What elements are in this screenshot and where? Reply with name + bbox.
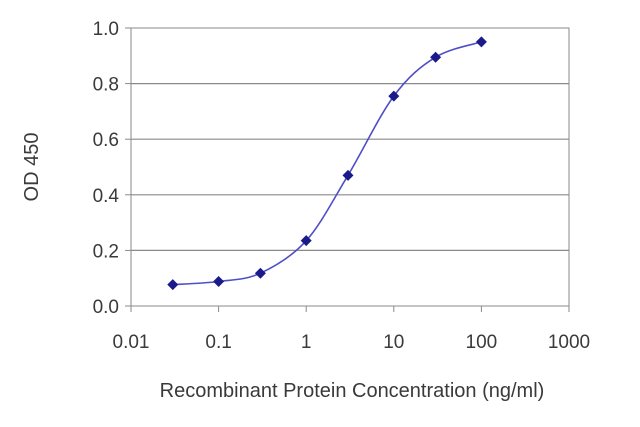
data-point-marker [300, 235, 312, 247]
x-axis-ticks: 0.01 0.1 1 10 100 1000 [113, 306, 590, 353]
x-axis-label: Recombinant Protein Concentration (ng/ml… [160, 380, 545, 402]
plot-area [130, 27, 570, 307]
y-axis-label: OD 450 [21, 133, 43, 202]
x-tick-label: 0.01 [113, 332, 150, 353]
y-tick-label: 0.6 [93, 130, 119, 151]
y-tick-label: 0.8 [93, 75, 119, 96]
data-point-marker [388, 90, 400, 102]
data-point-marker [213, 276, 225, 288]
y-axis-ticks: 0.0 0.2 0.4 0.6 0.8 1.0 [93, 19, 131, 318]
data-point-marker [167, 279, 179, 291]
data-points [167, 36, 487, 291]
data-point-marker [254, 267, 266, 279]
data-point-marker [342, 169, 354, 181]
y-tick-label: 0.4 [93, 186, 120, 207]
series-line [172, 41, 482, 286]
x-tick-label: 1000 [548, 332, 590, 353]
x-tick-label: 10 [383, 332, 404, 353]
y-tick-label: 0.2 [93, 241, 119, 262]
data-point-marker [475, 36, 487, 48]
grid-lines [131, 82, 569, 251]
x-tick-label: 1 [301, 332, 312, 353]
x-tick-label: 100 [466, 332, 498, 353]
y-tick-label: 1.0 [93, 19, 119, 40]
data-point-marker [430, 51, 442, 63]
x-tick-label: 0.1 [205, 332, 231, 353]
y-tick-label: 0.0 [93, 297, 119, 318]
